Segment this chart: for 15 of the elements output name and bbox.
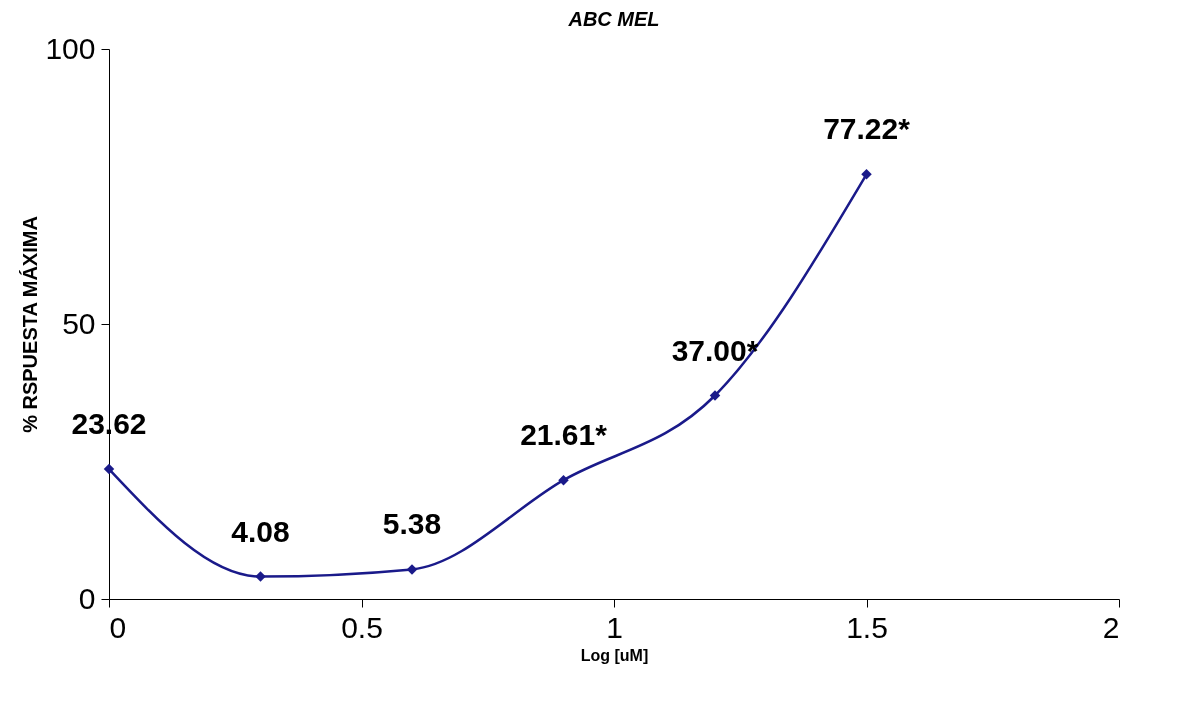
data-label: 77.22* <box>823 112 911 146</box>
x-tick-label: 2 <box>1102 610 1120 644</box>
y-axis-title: % RSPUESTA MÁXIMA <box>19 216 42 433</box>
data-label: 5.38 <box>382 507 442 541</box>
data-label: 4.08 <box>231 514 290 548</box>
y-tick-label: 50 <box>62 306 96 340</box>
x-tick-label: 1 <box>606 610 623 644</box>
chart-title: ABC MEL <box>567 8 660 30</box>
x-axis-title: Log [uM] <box>580 646 649 664</box>
x-tick-label: 1.5 <box>846 610 888 644</box>
x-tick-label: 0 <box>109 610 127 644</box>
y-tick-label: 100 <box>45 31 96 65</box>
y-tick-label: 0 <box>78 581 96 615</box>
x-tick-label: 0.5 <box>341 610 383 644</box>
data-label: 21.61* <box>520 418 608 452</box>
